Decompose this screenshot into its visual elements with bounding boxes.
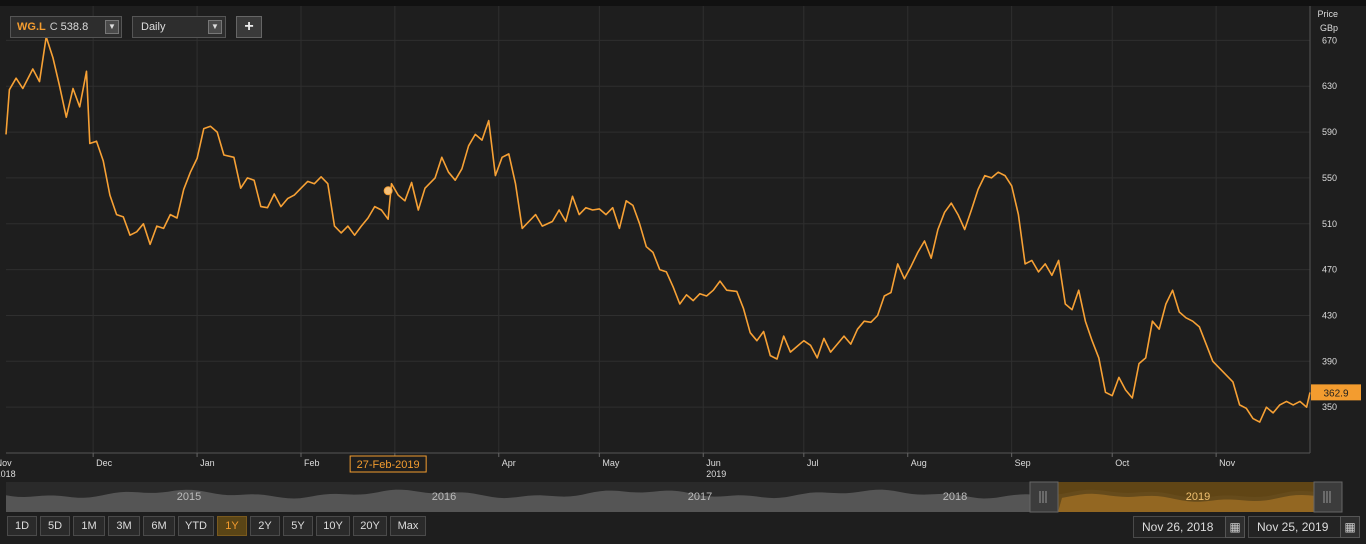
last-price-label: 362.9 (1323, 388, 1348, 399)
navigator-year-labels: 2015 2016 2017 2018 2019 (177, 491, 1210, 503)
navigator-year-label: 2016 (432, 491, 456, 503)
range-button-1m[interactable]: 1M (73, 516, 105, 536)
range-button-6m[interactable]: 6M (143, 516, 175, 536)
x-tick-label: May (602, 458, 620, 468)
calendar-icon[interactable]: ▦ (1225, 516, 1245, 538)
range-button-20y[interactable]: 20Y (353, 516, 387, 536)
range-button-5y[interactable]: 5Y (283, 516, 313, 536)
x-tick-label: Aug (911, 458, 927, 468)
navigator-handle-left[interactable] (1029, 481, 1059, 513)
x-tick-label: Oct (1115, 458, 1130, 468)
navigator-year-label: 2018 (943, 491, 967, 503)
close-prefix: C (49, 21, 58, 33)
navigator-selection-area (1058, 493, 1314, 512)
range-button-max[interactable]: Max (390, 516, 426, 536)
range-button-2y[interactable]: 2Y (250, 516, 280, 536)
chevron-down-icon[interactable]: ▼ (105, 20, 119, 34)
close-value: 538.8 (60, 21, 89, 33)
tooltip-date: 27-Feb-2019 (357, 459, 420, 471)
range-button-1d[interactable]: 1D (7, 516, 37, 536)
range-button-10y[interactable]: 10Y (316, 516, 350, 536)
navigator[interactable] (6, 481, 1343, 513)
range-button-5d[interactable]: 5D (40, 516, 70, 536)
y-tick-label: 590 (1322, 127, 1337, 137)
y-tick-label: 670 (1322, 35, 1337, 45)
x-tick-label: Nov (1219, 458, 1236, 468)
x-tick-label: Feb (304, 458, 320, 468)
tooltip-date-box (349, 455, 427, 473)
y-tick-label: 350 (1322, 402, 1337, 412)
symbol-selector[interactable]: WG.L C 538.8 ▼ (10, 16, 122, 38)
x-tick-label: Jan (200, 458, 215, 468)
date-from-input[interactable]: Nov 26, 2018 (1133, 516, 1231, 538)
window-top-border (0, 0, 1366, 6)
ticker-label: WG.L (17, 21, 46, 33)
plot-area[interactable] (6, 6, 1310, 453)
navigator-year-label: 2015 (177, 491, 201, 503)
y-tick-label: 470 (1322, 265, 1337, 275)
x-axis: Nov2018DecJanFebMarAprMayJun2019JulAugSe… (0, 453, 1236, 479)
x-year-label: 2018 (0, 469, 16, 479)
add-symbol-button[interactable]: + (236, 16, 262, 38)
price-line (5, 36, 1311, 423)
y-axis-unit: GBp (1319, 23, 1338, 33)
x-tick-label: Nov (0, 458, 12, 468)
series-group: 27-Feb-2019 362.9 (5, 36, 1361, 473)
navigator-year-label: 2019 (1186, 491, 1210, 503)
x-tick-label: Sep (1015, 458, 1031, 468)
calendar-icon[interactable]: ▦ (1340, 516, 1360, 538)
handle-grips (1039, 491, 1331, 503)
navigator-year-label: 2017 (688, 491, 712, 503)
y-axis-title: Price (1317, 9, 1338, 19)
last-price-tag (1311, 384, 1361, 401)
range-button-ytd[interactable]: YTD (178, 516, 214, 536)
interval-label: Daily (141, 21, 166, 33)
navigator-handle-right[interactable] (1313, 481, 1343, 513)
x-tick-label: Apr (502, 458, 516, 468)
highlight-point[interactable] (383, 186, 393, 196)
y-tick-label: 630 (1322, 81, 1337, 91)
navigator-area (6, 489, 1342, 512)
grid: 350 390 430 470 510 550 590 630 670 (6, 6, 1337, 453)
date-to-input[interactable]: Nov 25, 2019 (1248, 516, 1346, 538)
x-tick-label: Jun (706, 458, 721, 468)
range-button-1y[interactable]: 1Y (217, 516, 247, 536)
y-tick-label: 550 (1322, 173, 1337, 183)
y-tick-label: 390 (1322, 356, 1337, 366)
interval-selector[interactable]: Daily ▼ (132, 16, 226, 38)
y-tick-label: 510 (1322, 219, 1337, 229)
x-tick-label: Dec (96, 458, 113, 468)
x-tick-label: Jul (807, 458, 819, 468)
y-tick-label: 430 (1322, 310, 1337, 320)
chevron-down-icon[interactable]: ▼ (208, 20, 222, 34)
range-button-3m[interactable]: 3M (108, 516, 140, 536)
x-year-label: 2019 (706, 469, 726, 479)
